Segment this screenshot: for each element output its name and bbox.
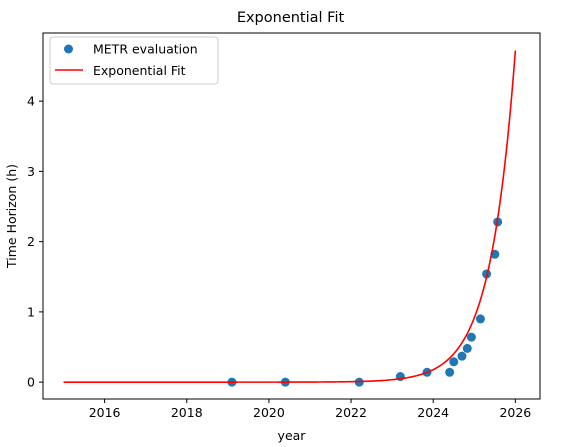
x-tick-label: 2026	[499, 405, 531, 420]
fit-line	[63, 50, 517, 383]
x-tick-label: 2018	[171, 405, 203, 420]
y-tick-label: 2	[27, 234, 35, 249]
data-point	[475, 314, 485, 324]
legend-label-line: Exponential Fit	[93, 63, 186, 78]
x-tick-label: 2020	[253, 405, 285, 420]
data-point	[462, 343, 472, 353]
y-tick-label: 3	[27, 164, 35, 179]
series-layer	[63, 50, 517, 387]
y-tick-label: 1	[27, 304, 35, 319]
x-axis-label: year	[278, 428, 307, 443]
data-point	[445, 367, 455, 377]
y-tick-label: 4	[27, 94, 35, 109]
plot-frame	[42, 32, 541, 400]
data-point	[466, 332, 476, 342]
legend-marker-scatter	[64, 44, 73, 54]
legend-box	[49, 36, 219, 85]
x-tick-label: 2022	[335, 405, 367, 420]
x-tick-label: 2016	[89, 405, 121, 420]
data-point	[457, 351, 467, 361]
chart-title: Exponential Fit	[237, 10, 345, 26]
y-tick-label: 0	[27, 375, 35, 390]
data-point	[449, 357, 459, 367]
y-axis-label: Time Horizon (h)	[4, 164, 19, 269]
x-tick-label: 2024	[417, 405, 449, 420]
axis-ticks: 2016 2018 2020 2022 2024 2026 0 1 2 3 4	[27, 94, 531, 420]
legend-label-scatter: METR evaluation	[93, 42, 198, 57]
legend: METR evaluation Exponential Fit	[49, 36, 219, 85]
